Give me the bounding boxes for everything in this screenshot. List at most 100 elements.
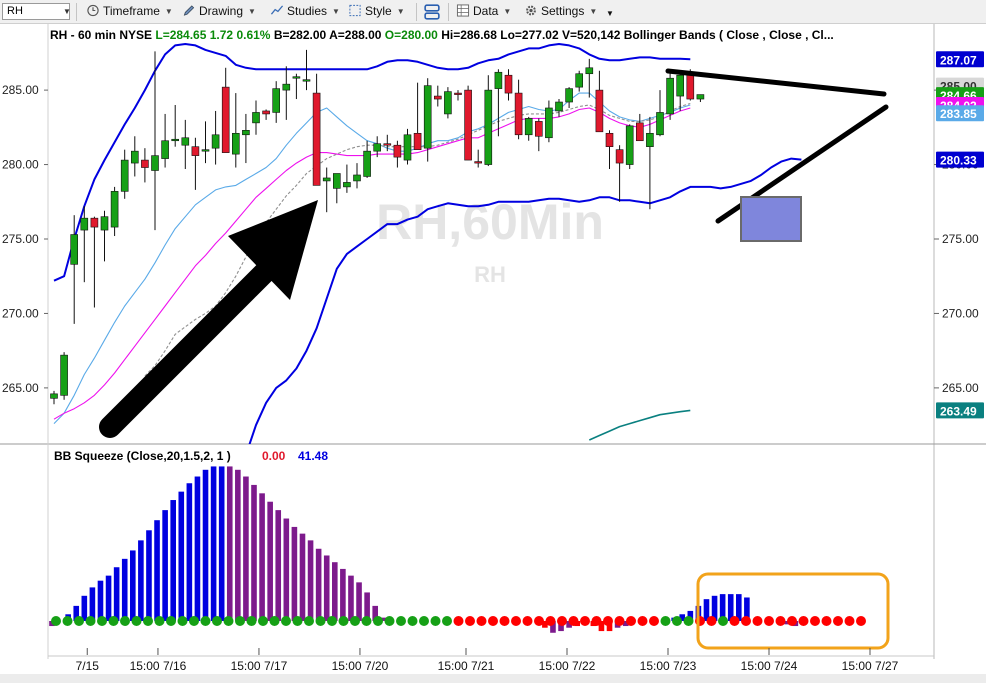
- squeeze-dot: [614, 616, 625, 626]
- squeeze-dot: [568, 616, 579, 626]
- gear-icon: [526, 5, 536, 16]
- y-tick-label: 265.00: [942, 381, 979, 395]
- squeeze-dot: [246, 616, 257, 626]
- squeeze-dot: [143, 616, 153, 626]
- header-stat-value: 520,142: [577, 28, 621, 42]
- squeeze-bar: [299, 533, 306, 621]
- squeeze-bar: [364, 592, 370, 621]
- candle: [666, 77, 674, 115]
- squeeze-dot: [131, 616, 142, 626]
- layout-menu[interactable]: [424, 4, 443, 20]
- settings-menu[interactable]: Settings ▼: [524, 4, 597, 20]
- squeeze-dot: [465, 616, 475, 626]
- candles: [50, 49, 705, 405]
- squeeze-dot: [269, 616, 280, 626]
- chevron-down-icon[interactable]: ▼: [63, 7, 71, 16]
- squeeze-dot: [396, 616, 406, 626]
- candle: [605, 132, 614, 147]
- style-icon: [349, 4, 361, 17]
- squeeze-dot: [453, 616, 464, 626]
- candle: [262, 110, 270, 115]
- squeeze-bar: [315, 548, 322, 621]
- annotation-arrow-head: [228, 200, 318, 300]
- squeeze-bar: [243, 476, 249, 621]
- squeeze-dot: [672, 616, 682, 626]
- price-tag-label: 263.49: [940, 404, 977, 418]
- x-tick-label: 15:00 7/16: [130, 659, 187, 673]
- toolbar: RH ▼ Timeframe ▼ Drawing ▼ Studies ▼ Style ▼…: [0, 0, 986, 24]
- squeeze-dot: [580, 616, 590, 626]
- squeeze-dot: [419, 616, 429, 626]
- drawing-menu[interactable]: Drawing ▼: [182, 4, 256, 20]
- candle: [696, 94, 705, 100]
- squeeze-dot: [430, 616, 441, 626]
- squeeze-bar: [323, 555, 330, 621]
- y-tick-label-left: 280.00: [2, 158, 39, 172]
- bottom-scrollbar: [0, 674, 986, 683]
- squeeze-dot: [304, 616, 314, 626]
- squeeze-bar: [703, 599, 710, 621]
- x-tick-label: 7/15: [76, 659, 100, 673]
- squeeze-bar: [226, 466, 233, 621]
- squeeze-dot: [177, 616, 188, 626]
- candle: [90, 217, 99, 228]
- candle: [545, 107, 553, 139]
- x-tick-label: 15:00 7/27: [842, 659, 899, 673]
- chart-title: RH - 60 min NYSE: [50, 28, 152, 42]
- squeeze-dot: [764, 616, 774, 626]
- price-pane: RH,60Min RH 265.00 265.00 270.00 270.00 275.00…: [0, 24, 986, 659]
- x-tick-label: 15:00 7/21: [438, 659, 495, 673]
- squeeze-label: BB Squeeze (Close,20,1.5,2, 1 ): [54, 449, 231, 463]
- toolbar-overflow-icon[interactable]: ▼: [606, 9, 614, 18]
- candle: [474, 161, 483, 164]
- chart-header: RH - 60 min NYSE L=284.65 1.72 0.61% B=2…: [50, 28, 834, 42]
- candle: [353, 174, 361, 182]
- squeeze-bar: [719, 594, 726, 621]
- squeeze-dot: [74, 616, 84, 626]
- candle: [332, 173, 341, 189]
- candle: [555, 101, 563, 112]
- squeeze-dot: [557, 616, 567, 626]
- candle: [504, 74, 513, 94]
- price-tag-label: 280.33: [940, 154, 977, 168]
- style-menu[interactable]: Style ▼: [348, 4, 405, 20]
- symbol-input[interactable]: RH ▼: [2, 3, 71, 20]
- series-line-sma: [53, 92, 691, 424]
- candle: [524, 118, 533, 136]
- squeeze-bar: [170, 500, 176, 621]
- squeeze-bar: [162, 510, 168, 621]
- y-tick-label-left: 270.00: [2, 306, 39, 320]
- header-stat-value: 288.00: [345, 28, 382, 42]
- squeeze-bar: [202, 469, 209, 621]
- squeeze-dot: [350, 616, 360, 626]
- squeeze-bar: [744, 597, 750, 621]
- candle: [646, 132, 654, 147]
- header-stat-label: Hi=: [438, 28, 460, 42]
- squeeze-dot: [626, 616, 636, 626]
- squeeze-dot: [327, 616, 337, 626]
- timeframe-menu[interactable]: Timeframe ▼: [86, 4, 173, 20]
- squeeze-dot: [442, 616, 452, 626]
- candle: [110, 191, 119, 228]
- y-tick-label-left: 275.00: [2, 232, 39, 246]
- squeeze-bar: [194, 476, 201, 621]
- candle: [454, 92, 462, 95]
- studies-icon: [270, 5, 284, 15]
- squeeze-dot: [534, 616, 544, 626]
- candle: [363, 150, 371, 177]
- candle: [151, 155, 159, 171]
- candle: [322, 177, 331, 182]
- candle: [575, 73, 584, 88]
- squeeze-dot: [338, 616, 349, 626]
- header-stat-label: Lo=: [497, 28, 522, 42]
- candle: [635, 122, 644, 142]
- candle: [514, 92, 523, 136]
- data-menu[interactable]: Data ▼: [456, 4, 511, 20]
- studies-menu[interactable]: Studies ▼: [270, 4, 340, 20]
- squeeze-dot: [189, 616, 199, 626]
- candle: [70, 234, 78, 265]
- squeeze-dot: [649, 616, 659, 626]
- candle: [302, 79, 311, 82]
- squeeze-bar: [89, 587, 96, 621]
- candle: [141, 159, 149, 168]
